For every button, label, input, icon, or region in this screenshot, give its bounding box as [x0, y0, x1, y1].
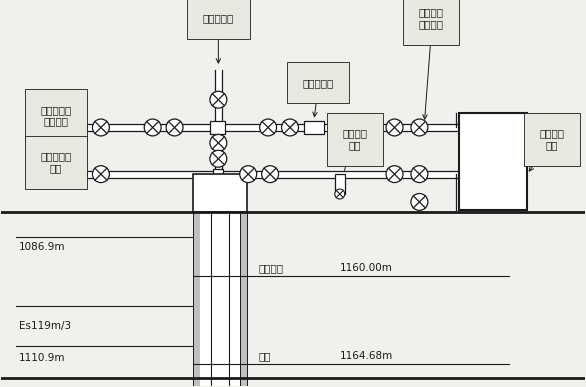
Bar: [200, 212, 240, 385]
Bar: [304, 120, 324, 134]
Text: 1164.68m: 1164.68m: [340, 351, 393, 361]
Circle shape: [70, 166, 87, 183]
Circle shape: [240, 166, 257, 183]
Bar: [49, 169, 59, 179]
Circle shape: [411, 119, 428, 136]
Text: 1086.9m: 1086.9m: [19, 241, 66, 252]
Text: 接套压传
感器: 接套压传 感器: [342, 128, 367, 150]
Text: 接套管压力
管线: 接套管压力 管线: [40, 151, 71, 173]
Text: 储液罐: 储液罐: [483, 156, 503, 166]
Text: 1110.9m: 1110.9m: [19, 353, 66, 363]
Text: 接泵注管线: 接泵注管线: [203, 13, 234, 23]
Circle shape: [386, 119, 403, 136]
Bar: [212, 212, 229, 385]
Circle shape: [281, 119, 298, 136]
Text: 1160.00m: 1160.00m: [340, 264, 393, 274]
Text: Es119m/3: Es119m/3: [19, 321, 71, 331]
Circle shape: [166, 119, 183, 136]
Circle shape: [93, 166, 110, 183]
Text: 接备用油管
放喷管线: 接备用油管 放喷管线: [40, 105, 71, 127]
Bar: [213, 169, 223, 179]
Text: 高压油嘴套: 高压油嘴套: [302, 78, 333, 88]
Bar: [193, 212, 200, 385]
Circle shape: [210, 150, 227, 167]
Circle shape: [70, 119, 87, 136]
Bar: [213, 123, 223, 132]
Circle shape: [411, 194, 428, 211]
Circle shape: [144, 119, 161, 136]
Circle shape: [262, 166, 278, 183]
Bar: [193, 174, 247, 212]
Bar: [240, 212, 247, 385]
Circle shape: [386, 166, 403, 183]
Bar: [210, 120, 226, 134]
Circle shape: [210, 134, 227, 151]
Text: 高压油管
放喷管线: 高压油管 放喷管线: [419, 7, 444, 29]
Circle shape: [93, 119, 110, 136]
Circle shape: [260, 119, 277, 136]
Bar: [459, 113, 527, 210]
Bar: [335, 174, 345, 194]
Text: 井底: 井底: [258, 351, 271, 361]
Bar: [49, 123, 59, 132]
Circle shape: [210, 91, 227, 108]
Circle shape: [335, 189, 345, 199]
Text: 套管溴压
管线: 套管溴压 管线: [539, 128, 564, 150]
Circle shape: [411, 166, 428, 183]
Text: 油管笔尖: 油管笔尖: [258, 264, 283, 274]
